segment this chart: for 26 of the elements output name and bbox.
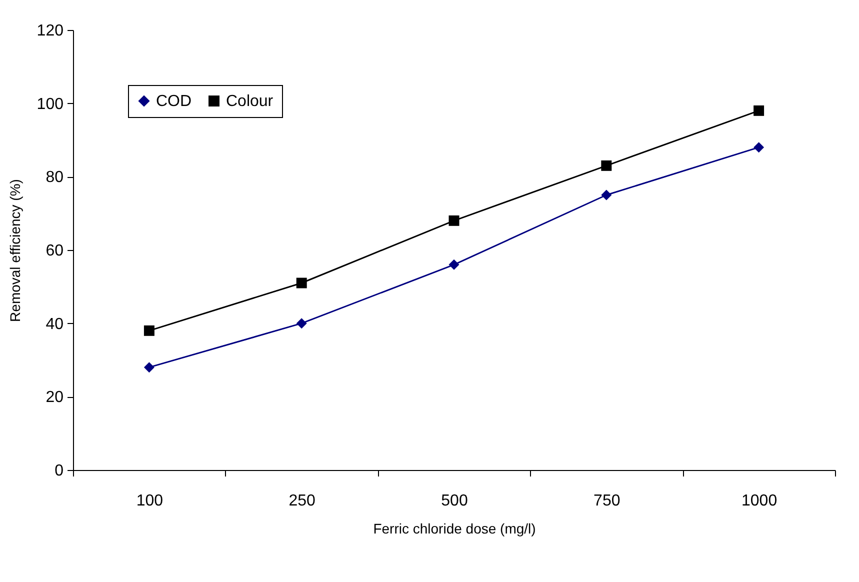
x-tick-label: 500 xyxy=(441,492,468,510)
point xyxy=(448,215,460,226)
point xyxy=(754,142,764,153)
x-tick-label: 100 xyxy=(136,492,164,510)
y-axis-title: Removal efficiency (%) xyxy=(6,179,23,322)
x-tick-label: 750 xyxy=(594,492,620,510)
y-tick-label: 120 xyxy=(36,22,64,40)
point xyxy=(601,160,612,171)
point xyxy=(296,278,307,288)
legend-label: COD xyxy=(156,93,192,110)
x-tick-label: 250 xyxy=(288,492,316,510)
point xyxy=(144,362,154,373)
y-tick-label: 60 xyxy=(46,242,64,260)
y-tick-label: 100 xyxy=(36,96,64,113)
x-tick-label: 1000 xyxy=(742,492,778,510)
y-tick-label: 80 xyxy=(46,169,64,186)
point xyxy=(144,325,154,336)
point xyxy=(296,318,307,329)
point xyxy=(754,105,764,116)
point xyxy=(601,190,612,200)
point xyxy=(448,259,460,270)
x-axis-title: Ferric chloride dose (mg/l) xyxy=(373,520,536,536)
y-tick-label: 40 xyxy=(46,316,64,333)
y-tick-label: 0 xyxy=(54,462,64,480)
legend-label: Colour xyxy=(226,93,274,110)
y-tick-label: 20 xyxy=(46,389,64,406)
